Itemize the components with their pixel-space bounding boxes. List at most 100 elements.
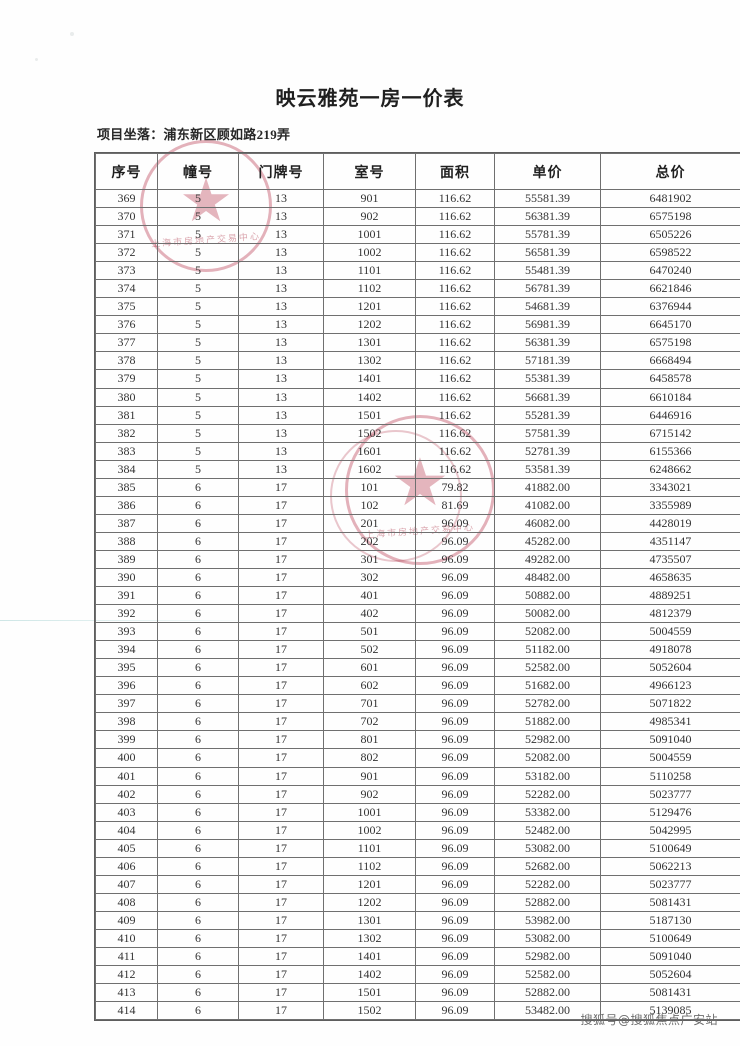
table-cell: 96.09	[415, 567, 495, 588]
table-cell: 1202	[323, 315, 416, 335]
table-cell: 52782.00	[494, 694, 601, 714]
table-cell: 3343021	[600, 477, 740, 497]
table-cell: 13	[238, 387, 324, 407]
table-cell: 6	[157, 928, 239, 948]
table-cell: 116.62	[415, 315, 495, 335]
scan-speck	[70, 32, 74, 36]
table-cell: 1302	[323, 928, 416, 948]
table-row: 373 5 13 1101 116.62 55481.39 6470240	[95, 261, 740, 281]
table-cell: 17	[238, 676, 324, 696]
table-row: 386 6 17 102 81.69 41082.00 3355989	[95, 495, 740, 515]
table-cell: 4735507	[600, 549, 740, 569]
table-cell: 52982.00	[494, 946, 601, 967]
table-cell: 96.09	[415, 820, 495, 840]
table-row: 404 6 17 1002 96.09 52482.00 5042995	[95, 820, 740, 840]
table-cell: 381	[95, 405, 158, 425]
table-cell: 4985341	[600, 712, 740, 732]
table-cell: 1202	[323, 892, 416, 912]
table-cell: 4658635	[600, 567, 740, 588]
table-cell: 79.82	[415, 477, 495, 497]
table-cell: 401	[95, 766, 158, 786]
table-row: 369 5 13 901 116.62 55581.39 6481902	[95, 188, 740, 209]
table-cell: 4812379	[600, 604, 740, 624]
table-row: 376 5 13 1202 116.62 56981.39 6645170	[95, 315, 740, 335]
table-cell: 13	[238, 441, 324, 461]
table-cell: 399	[95, 730, 158, 750]
table-row: 375 5 13 1201 116.62 54681.39 6376944	[95, 297, 740, 317]
table-cell: 387	[95, 513, 158, 533]
table-cell: 50082.00	[494, 604, 601, 624]
table-cell: 6	[157, 676, 239, 696]
table-row: 399 6 17 801 96.09 52982.00 5091040	[95, 730, 740, 750]
table-cell: 17	[238, 531, 324, 551]
table-cell: 202	[323, 531, 416, 551]
table-cell: 17	[238, 910, 324, 930]
table-cell: 6	[157, 531, 239, 551]
table-cell: 6470240	[600, 261, 740, 281]
table-cell: 5	[157, 261, 239, 281]
table-cell: 13	[238, 243, 324, 263]
table-cell: 1401	[323, 946, 416, 967]
table-cell: 384	[95, 459, 158, 479]
table-cell: 45282.00	[494, 531, 601, 551]
table-row: 410 6 17 1302 96.09 53082.00 5100649	[95, 928, 740, 948]
table-cell: 17	[238, 928, 324, 948]
table-cell: 5004559	[600, 622, 740, 642]
column-header: 序号	[95, 153, 158, 190]
table-row: 398 6 17 702 96.09 51882.00 4985341	[95, 712, 740, 732]
table-cell: 53082.00	[494, 928, 601, 948]
table-cell: 17	[238, 694, 324, 714]
table-cell: 388	[95, 531, 158, 551]
table-cell: 96.09	[415, 586, 495, 606]
table-cell: 5081431	[600, 892, 740, 912]
table-cell: 6505226	[600, 225, 740, 245]
table-cell: 5004559	[600, 748, 740, 768]
table-cell: 382	[95, 423, 158, 443]
table-row: 411 6 17 1401 96.09 52982.00 5091040	[95, 946, 740, 967]
table-cell: 1302	[323, 351, 416, 371]
table-cell: 17	[238, 766, 324, 786]
table-cell: 56381.39	[494, 207, 601, 227]
table-cell: 6598522	[600, 243, 740, 263]
table-row: 377 5 13 1301 116.62 56381.39 6575198	[95, 333, 740, 353]
table-cell: 376	[95, 315, 158, 335]
table-cell: 52982.00	[494, 730, 601, 750]
table-cell: 17	[238, 965, 324, 985]
table-cell: 400	[95, 748, 158, 768]
table-row: 406 6 17 1102 96.09 52682.00 5062213	[95, 856, 740, 876]
table-cell: 52781.39	[494, 441, 601, 461]
table-cell: 17	[238, 838, 324, 858]
table-cell: 6610184	[600, 387, 740, 407]
table-cell: 96.09	[415, 622, 495, 642]
table-cell: 17	[238, 946, 324, 967]
table-cell: 1601	[323, 441, 416, 461]
table-cell: 402	[95, 784, 158, 804]
table-cell: 13	[238, 333, 324, 353]
table-row: 412 6 17 1402 96.09 52582.00 5052604	[95, 965, 740, 985]
table-cell: 374	[95, 279, 158, 299]
table-cell: 17	[238, 802, 324, 822]
table-cell: 17	[238, 640, 324, 660]
table-cell: 378	[95, 351, 158, 371]
table-cell: 116.62	[415, 423, 495, 443]
table-row: 395 6 17 601 96.09 52582.00 5052604	[95, 658, 740, 678]
table-cell: 413	[95, 983, 158, 1003]
table-cell: 1101	[323, 838, 416, 858]
table-cell: 54681.39	[494, 297, 601, 317]
table-cell: 409	[95, 910, 158, 930]
table-row: 401 6 17 901 96.09 53182.00 5110258	[95, 766, 740, 786]
table-cell: 13	[238, 351, 324, 371]
table-cell: 17	[238, 622, 324, 642]
table-row: 405 6 17 1101 96.09 53082.00 5100649	[95, 838, 740, 858]
table-cell: 392	[95, 604, 158, 624]
table-cell: 389	[95, 549, 158, 569]
table-cell: 6575198	[600, 333, 740, 353]
table-cell: 56981.39	[494, 315, 601, 335]
table-cell: 6248662	[600, 459, 740, 479]
column-header: 总价	[600, 153, 740, 190]
table-cell: 6	[157, 658, 239, 678]
table-cell: 116.62	[415, 369, 495, 389]
table-cell: 5187130	[600, 910, 740, 930]
table-row: 371 5 13 1001 116.62 55781.39 6505226	[95, 225, 740, 245]
table-cell: 6	[157, 766, 239, 786]
